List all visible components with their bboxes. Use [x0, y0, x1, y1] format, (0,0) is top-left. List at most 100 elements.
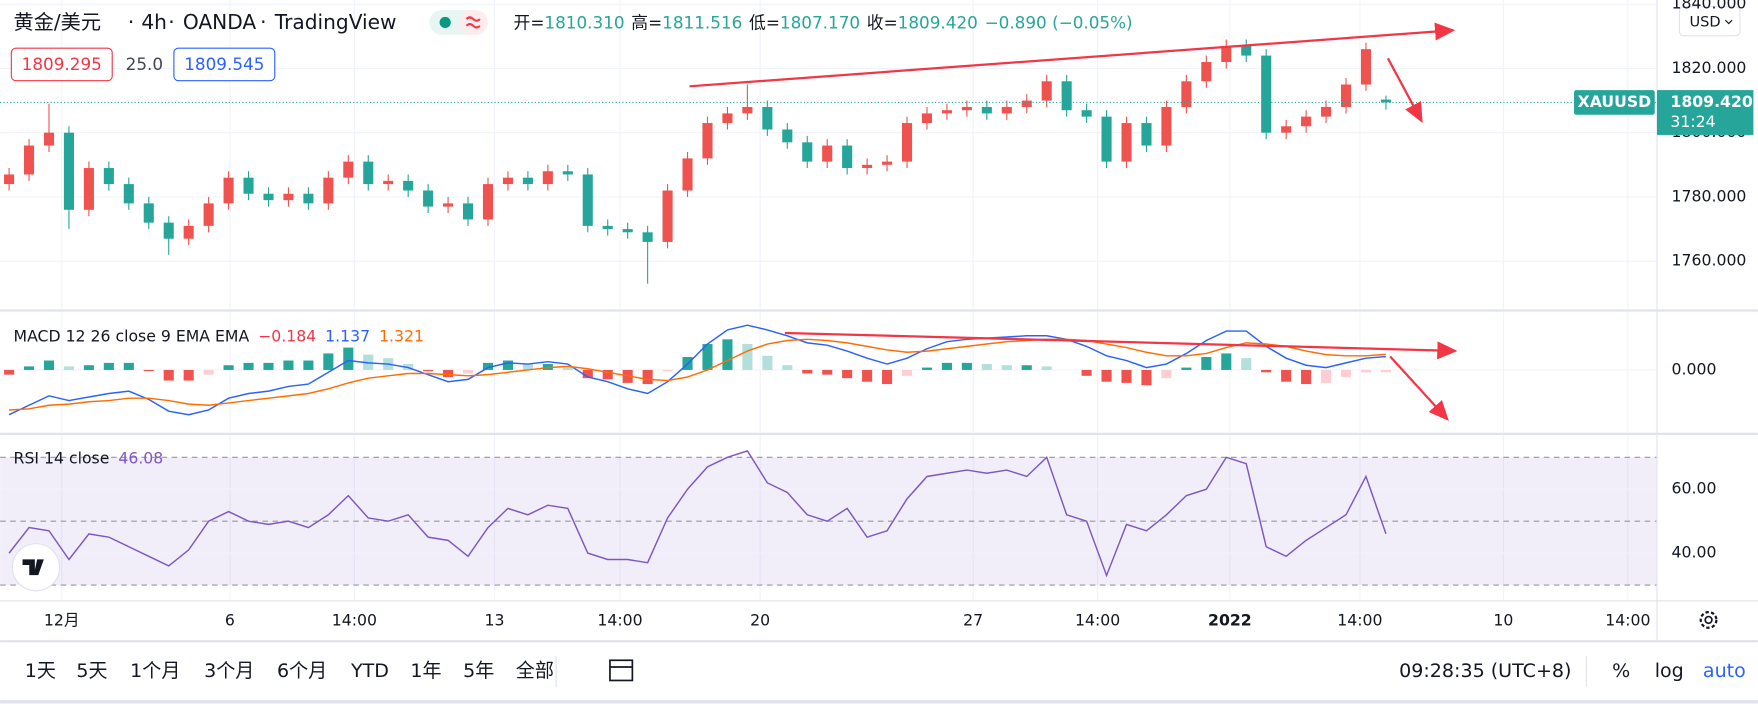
macd-value: 1.321	[379, 326, 424, 345]
bid-box[interactable]	[10, 47, 113, 82]
histogram-bar	[921, 367, 933, 370]
histogram-bar	[762, 355, 773, 370]
candle-body	[941, 110, 952, 114]
auto-toggle[interactable]: auto	[1703, 660, 1746, 682]
symbol[interactable]: 黄金/美元	[14, 10, 101, 34]
candle-body	[1101, 116, 1112, 162]
histogram-bar	[323, 353, 334, 370]
candle-body	[1181, 81, 1192, 107]
candle-body	[882, 161, 893, 165]
candle-body	[343, 161, 354, 178]
histogram-bar	[1021, 365, 1032, 370]
candle-body	[1241, 45, 1252, 56]
range-button[interactable]: YTD	[350, 660, 389, 682]
trend-line	[1386, 57, 1423, 124]
range-button[interactable]: 1个月	[130, 660, 180, 682]
candle-body	[303, 193, 314, 204]
histogram-bar	[1301, 369, 1312, 385]
histogram-bar	[842, 369, 853, 379]
candle-body	[722, 113, 733, 124]
range-button[interactable]: 5天	[76, 660, 107, 682]
spread: 25.0	[126, 54, 163, 74]
candle-body	[602, 225, 613, 230]
calendar-icon[interactable]	[609, 659, 634, 682]
histogram-bar	[63, 366, 74, 370]
candle-body	[63, 132, 74, 210]
candle-body	[462, 203, 474, 220]
candle-body	[862, 164, 873, 169]
candle-body	[263, 193, 274, 201]
y-tick-label: 1820.000	[1672, 58, 1747, 77]
candle-body	[762, 106, 773, 130]
histogram-bar	[263, 362, 274, 370]
histogram-bar	[722, 339, 733, 370]
candle-body	[323, 177, 334, 204]
clock[interactable]: 09:28:35 (UTC+8)	[1399, 660, 1571, 682]
candle-body	[702, 123, 713, 159]
histogram-bar	[1340, 369, 1352, 378]
candle-body	[23, 145, 35, 175]
ohlc-change: −0.890 (−0.05%)	[985, 13, 1133, 33]
candle-body	[582, 174, 593, 226]
histogram-bar	[1321, 369, 1332, 383]
candle-body	[522, 177, 533, 185]
histogram-bar	[522, 364, 533, 370]
price-tag-label: 1809.420	[1670, 92, 1752, 111]
trend-line	[1389, 355, 1449, 421]
candle-body	[662, 190, 673, 242]
candle-body	[1201, 62, 1212, 82]
candle-body	[482, 184, 494, 220]
candle-body	[203, 203, 214, 226]
candle-body	[143, 203, 154, 223]
ohlc-label: 收=	[867, 13, 898, 33]
histogram-bar	[901, 369, 913, 376]
histogram-bar	[223, 365, 234, 370]
candle-body	[842, 145, 853, 169]
range-button[interactable]: 1年	[410, 660, 441, 682]
candle-body	[1221, 45, 1232, 63]
percent-toggle[interactable]: %	[1612, 660, 1630, 682]
x-tick-label: 27	[963, 611, 983, 630]
histogram-bar	[822, 369, 833, 375]
ask-box[interactable]	[173, 47, 276, 82]
x-tick-label: 13	[485, 611, 505, 630]
histogram-bar	[482, 362, 494, 370]
exchange: OANDA	[183, 10, 257, 34]
candle-body	[423, 190, 434, 207]
x-tick-label: 6	[225, 611, 235, 630]
ohlc-label: 高=	[631, 13, 662, 33]
indicator-line	[8, 324, 1386, 416]
candle-body	[981, 106, 992, 114]
separator: ·	[168, 10, 174, 34]
settings[interactable]	[1699, 610, 1718, 629]
histogram-bar	[642, 369, 653, 385]
histogram-bar	[742, 344, 753, 370]
symbol-tag-label: XAUUSD	[1578, 92, 1652, 111]
candle-body	[1021, 100, 1032, 107]
candle-body	[1261, 55, 1272, 133]
indicator-line	[9, 338, 1386, 411]
macd-value: −0.184	[258, 326, 316, 345]
candle-body	[163, 222, 174, 239]
candle-body	[43, 132, 55, 146]
x-tick-label: 20	[750, 611, 770, 630]
y-tick-label: 1840.000	[1672, 0, 1747, 13]
x-tick-label: 14:00	[332, 611, 377, 630]
currency-button[interactable]	[1678, 6, 1741, 37]
range-button[interactable]: 3个月	[204, 660, 254, 682]
range-button[interactable]: 全部	[516, 660, 554, 682]
candle-body	[1001, 106, 1012, 114]
rsi-value: 46.08	[118, 448, 163, 467]
trend-line	[784, 331, 1458, 360]
candle-body	[283, 193, 294, 201]
range-button[interactable]: 5年	[463, 660, 494, 682]
candle-body	[682, 158, 693, 191]
log-toggle[interactable]: log	[1655, 660, 1684, 682]
y-tick-label: 60.00	[1672, 479, 1717, 498]
range-button[interactable]: 6个月	[277, 660, 327, 682]
histogram-bar	[1261, 369, 1272, 373]
range-button[interactable]: 1天	[25, 660, 56, 682]
interval[interactable]: 4h	[141, 10, 167, 34]
